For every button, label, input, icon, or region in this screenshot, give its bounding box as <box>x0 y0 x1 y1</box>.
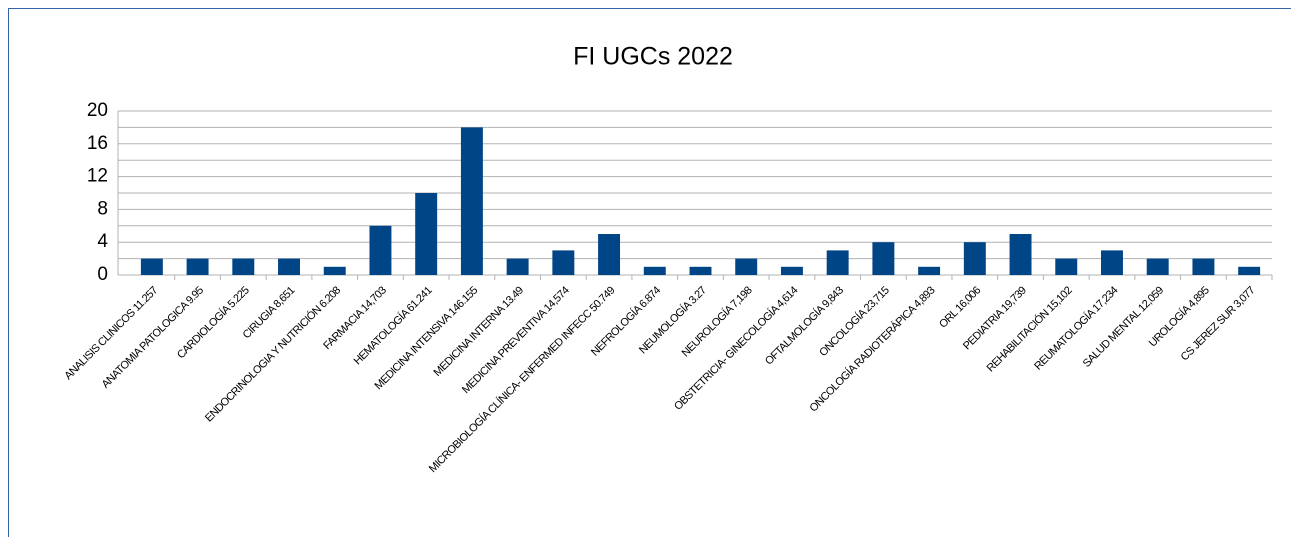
bar <box>460 127 483 276</box>
bar <box>506 258 529 275</box>
bar <box>186 258 209 275</box>
y-tick-label: 4 <box>97 231 108 252</box>
chart-frame <box>8 8 1291 537</box>
bar <box>689 266 712 275</box>
x-tick-label: MEDICINA INTERNA 13.49 <box>432 284 527 379</box>
bar <box>963 242 986 275</box>
y-tick-label: 20 <box>87 100 108 121</box>
y-tick-label: 0 <box>97 264 108 285</box>
x-tick-label: SALUD MENTAL 12,059 <box>1081 284 1166 369</box>
bar <box>1192 258 1215 275</box>
x-tick-label: ORL 16,006 <box>937 284 983 330</box>
chart-title: FI UGCs 2022 <box>573 43 733 71</box>
x-tick-label: REHABILITACIÓN 15,102 <box>984 284 1075 375</box>
x-tick-label: REUMATOLOGÍA 17,234 <box>1032 284 1121 373</box>
y-tick-label: 16 <box>87 133 108 154</box>
bar <box>415 193 438 275</box>
y-tick-label: 8 <box>97 198 108 219</box>
y-tick-label: 12 <box>87 166 108 187</box>
bar <box>826 250 849 275</box>
bar <box>552 250 575 275</box>
x-tick-label: HEMATOLOGÍA 61.241 <box>351 284 435 368</box>
bar <box>1101 250 1123 275</box>
bar <box>1055 258 1078 275</box>
x-tick-label: ANALISIS CLINICOS 11.257 <box>62 284 160 382</box>
bar <box>780 266 803 275</box>
bar <box>735 258 758 275</box>
x-tick-label: OFTALMOLOGÍA 9,843 <box>762 284 846 368</box>
bar <box>232 258 255 275</box>
bar <box>323 266 346 275</box>
bar <box>140 258 163 275</box>
bar <box>1238 266 1261 275</box>
bar <box>1146 258 1169 275</box>
bar <box>598 234 621 275</box>
bar <box>918 266 941 275</box>
bar <box>278 258 300 275</box>
bar <box>643 266 666 275</box>
bar <box>1009 234 1032 275</box>
bar <box>872 242 895 275</box>
bar <box>369 225 392 275</box>
